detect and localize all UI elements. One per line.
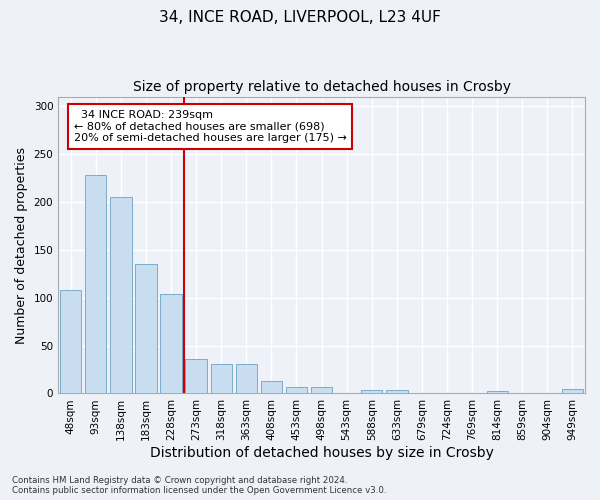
- Bar: [261, 381, 282, 394]
- Y-axis label: Number of detached properties: Number of detached properties: [15, 146, 28, 344]
- Bar: [386, 390, 407, 394]
- Bar: [236, 364, 257, 394]
- Title: Size of property relative to detached houses in Crosby: Size of property relative to detached ho…: [133, 80, 511, 94]
- Text: 34, INCE ROAD, LIVERPOOL, L23 4UF: 34, INCE ROAD, LIVERPOOL, L23 4UF: [159, 10, 441, 25]
- X-axis label: Distribution of detached houses by size in Crosby: Distribution of detached houses by size …: [149, 446, 494, 460]
- Bar: [60, 290, 82, 394]
- Bar: [562, 388, 583, 394]
- Bar: [211, 364, 232, 394]
- Bar: [136, 264, 157, 394]
- Text: Contains HM Land Registry data © Crown copyright and database right 2024.
Contai: Contains HM Land Registry data © Crown c…: [12, 476, 386, 495]
- Bar: [286, 387, 307, 394]
- Text: 34 INCE ROAD: 239sqm
← 80% of detached houses are smaller (698)
20% of semi-deta: 34 INCE ROAD: 239sqm ← 80% of detached h…: [74, 110, 347, 143]
- Bar: [311, 387, 332, 394]
- Bar: [487, 390, 508, 394]
- Bar: [85, 175, 106, 394]
- Bar: [361, 390, 382, 394]
- Bar: [185, 359, 207, 394]
- Bar: [160, 294, 182, 394]
- Bar: [110, 197, 131, 394]
